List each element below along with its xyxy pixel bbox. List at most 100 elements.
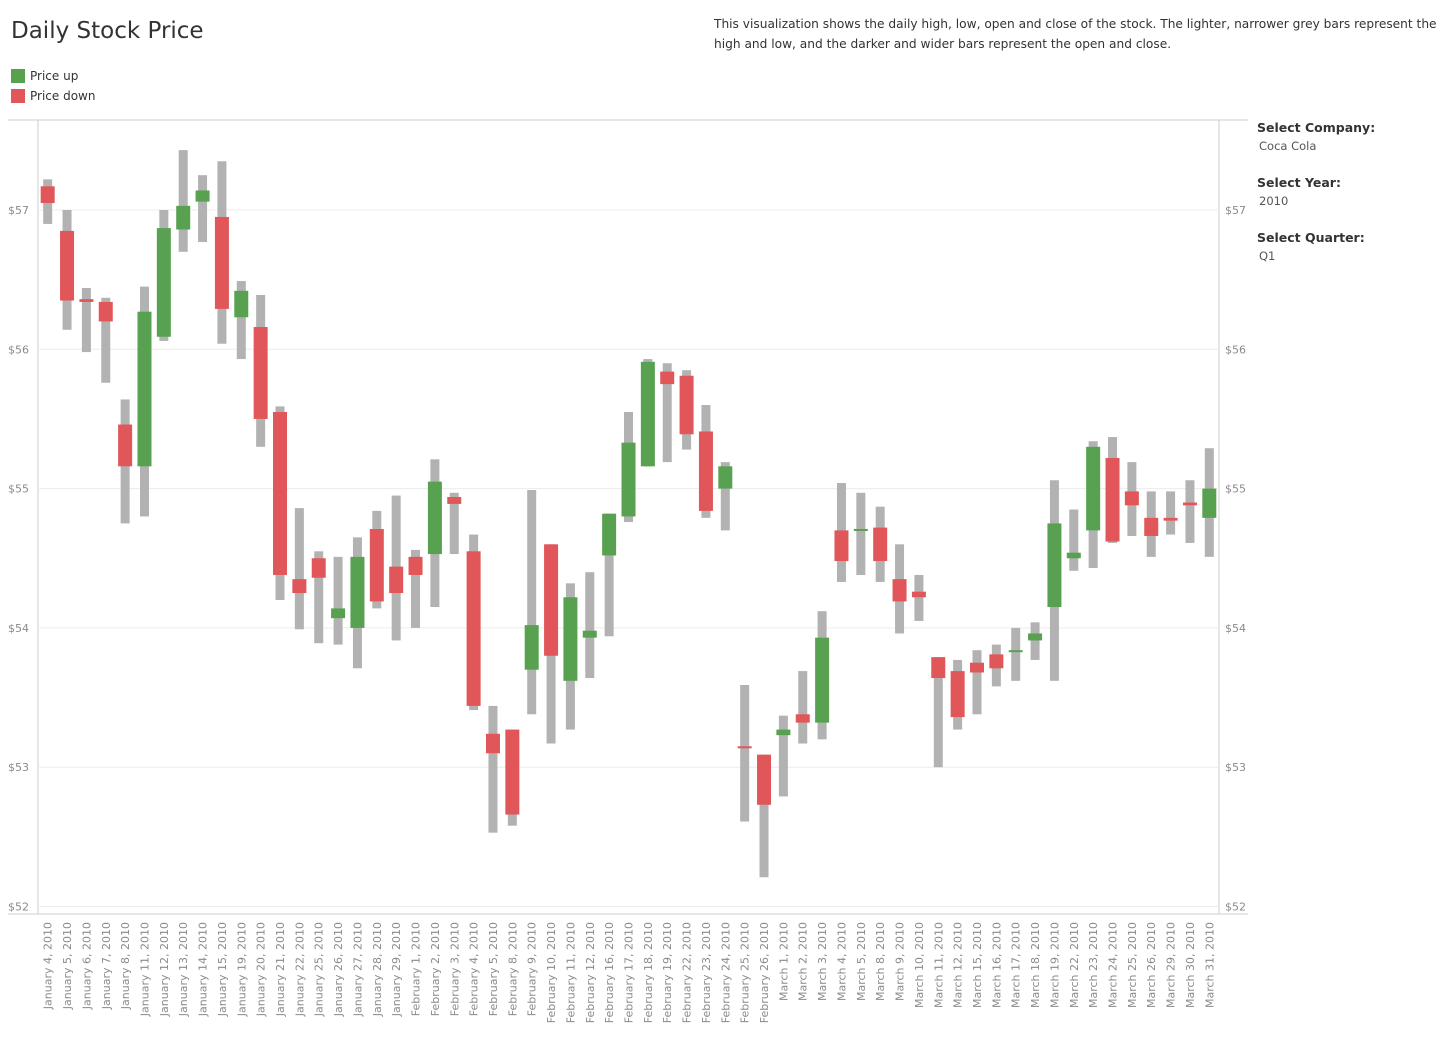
high-low-bar: [662, 363, 672, 463]
y-tick-label-left: $56: [8, 343, 29, 356]
high-low-bar: [1011, 627, 1021, 681]
x-tick-label: February 23, 2010: [700, 922, 713, 1023]
x-tick-label: February 24, 2010: [719, 922, 732, 1023]
price-up-bar: [350, 556, 365, 628]
high-low-bar: [1030, 622, 1040, 660]
x-tick-label: March 24, 2010: [1107, 922, 1120, 1008]
high-low-bar: [972, 650, 982, 715]
quarter-filter-value[interactable]: Q1: [1259, 249, 1276, 263]
price-up-bar: [176, 205, 191, 230]
x-tick-label: March 5, 2010: [855, 922, 868, 1001]
price-down-bar: [679, 375, 694, 435]
x-tick-label: March 15, 2010: [971, 922, 984, 1008]
high-low-bar: [198, 175, 208, 243]
x-tick-label: February 2, 2010: [429, 922, 442, 1016]
high-low-bar: [411, 549, 421, 628]
price-up-bar: [156, 228, 171, 337]
high-low-bar: [101, 297, 111, 383]
x-tick-label: March 8, 2010: [874, 922, 887, 1001]
price-down-bar: [98, 301, 113, 322]
x-tick-label: March 17, 2010: [1010, 922, 1023, 1008]
price-down-bar: [505, 729, 520, 815]
year-filter-value[interactable]: 2010: [1259, 194, 1289, 208]
x-tick-label: March 3, 2010: [816, 922, 829, 1001]
x-tick-label: January 21, 2010: [274, 922, 287, 1017]
y-tick-label-left: $54: [8, 622, 29, 635]
price-down-bar: [485, 733, 500, 754]
high-low-bar: [333, 556, 343, 645]
price-down-bar: [1182, 502, 1197, 506]
y-tick-label-left: $52: [8, 901, 29, 914]
y-tick-label-left: $53: [8, 761, 29, 774]
x-tick-label: January 4, 2010: [42, 922, 55, 1010]
high-low-bar: [933, 657, 943, 768]
x-tick-label: January 22, 2010: [293, 922, 306, 1017]
x-tick-label: February 3, 2010: [448, 922, 461, 1016]
x-tick-label: January 15, 2010: [216, 922, 229, 1017]
price-up-bar: [582, 630, 597, 638]
price-up-bar: [853, 528, 868, 531]
price-up-bar: [621, 442, 636, 517]
price-up-bar: [563, 597, 578, 681]
x-tick-label: February 4, 2010: [468, 922, 481, 1016]
y-tick-label-right: $57: [1225, 204, 1246, 217]
high-low-bar: [314, 551, 324, 644]
price-down-bar: [60, 230, 75, 301]
x-tick-label: January 7, 2010: [100, 922, 113, 1010]
high-low-bar: [856, 492, 866, 575]
price-down-bar: [931, 657, 946, 679]
company-filter: Select Company: Coca Cola: [1257, 120, 1447, 153]
price-up-bar: [195, 190, 210, 202]
year-filter: Select Year: 2010: [1257, 175, 1447, 208]
high-low-bar: [604, 513, 614, 637]
price-down-bar: [214, 216, 229, 309]
price-down-bar: [40, 186, 55, 204]
y-tick-label-right: $55: [1225, 483, 1246, 496]
x-tick-label: March 29, 2010: [1165, 922, 1178, 1008]
price-up-bar: [234, 290, 249, 318]
x-tick-label: January 11, 2010: [138, 922, 151, 1017]
x-tick-label: February 12, 2010: [584, 922, 597, 1023]
price-down-bar: [757, 754, 772, 805]
x-tick-label: March 22, 2010: [1068, 922, 1081, 1008]
price-up-bar: [1086, 446, 1101, 531]
high-low-bar: [1166, 491, 1176, 535]
x-tick-label: February 11, 2010: [564, 922, 577, 1023]
high-low-bar: [178, 150, 188, 252]
high-low-bar: [1069, 509, 1079, 571]
price-down-bar: [79, 299, 94, 302]
legend-item-down[interactable]: Price down: [11, 86, 95, 106]
legend-label-up: Price up: [30, 69, 79, 83]
high-low-bar: [1185, 480, 1195, 543]
price-down-bar: [1163, 517, 1178, 521]
price-up-bar: [640, 361, 655, 467]
high-low-bar: [294, 508, 304, 630]
x-tick-label: February 22, 2010: [681, 922, 694, 1023]
quarter-filter-label: Select Quarter:: [1257, 230, 1365, 245]
price-down-bar: [989, 654, 1004, 669]
x-tick-label: March 12, 2010: [952, 922, 965, 1008]
price-down-bar: [447, 496, 462, 504]
x-tick-label: January 19, 2010: [235, 922, 248, 1017]
x-tick-label: January 26, 2010: [332, 922, 345, 1017]
x-tick-label: January 8, 2010: [119, 922, 132, 1010]
legend-item-up[interactable]: Price up: [11, 66, 95, 86]
company-filter-value[interactable]: Coca Cola: [1259, 139, 1317, 153]
x-tick-label: March 25, 2010: [1126, 922, 1139, 1008]
price-up-bar: [331, 608, 346, 619]
price-up-bar: [776, 729, 791, 736]
x-tick-label: February 8, 2010: [506, 922, 519, 1016]
price-down-bar: [969, 662, 984, 673]
x-tick-label: March 30, 2010: [1184, 922, 1197, 1008]
x-tick-label: March 2, 2010: [797, 922, 810, 1001]
price-down-bar: [1105, 457, 1120, 542]
price-down-bar: [369, 528, 384, 602]
price-down-bar: [311, 558, 326, 578]
legend-swatch-up: [11, 69, 25, 83]
legend-label-down: Price down: [30, 89, 96, 103]
y-tick-label-left: $55: [8, 483, 29, 496]
high-low-bar: [778, 715, 788, 797]
filter-panel: Select Company: Coca Cola Select Year: 2…: [1257, 120, 1447, 285]
y-tick-label-right: $53: [1225, 761, 1246, 774]
